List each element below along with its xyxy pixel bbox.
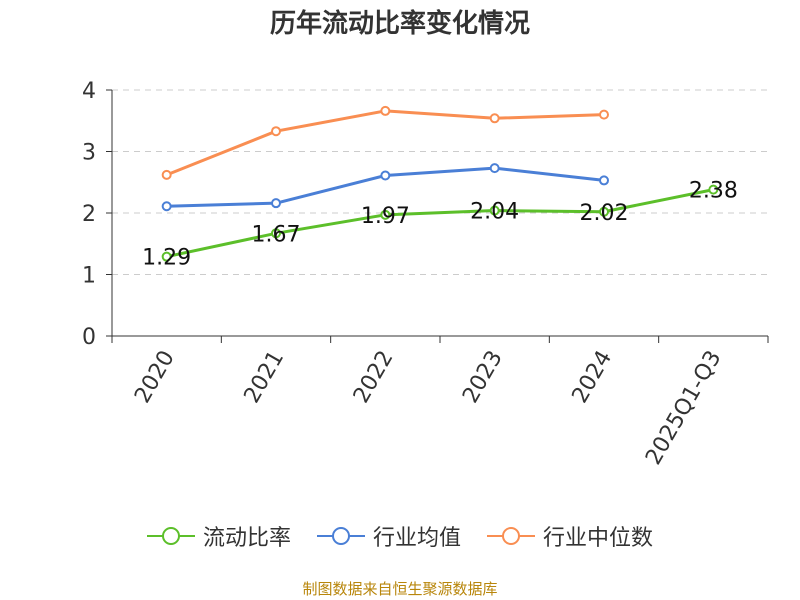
legend: 流动比率 行业均值 行业中位数 — [0, 520, 800, 552]
y-tick-label: 1 — [82, 264, 96, 289]
legend-marker-icon — [146, 527, 195, 545]
data-point — [161, 201, 172, 212]
data-point — [271, 228, 281, 239]
data-label: 1.97 — [361, 204, 410, 229]
data-point — [489, 205, 500, 216]
legend-circle — [502, 527, 520, 545]
data-label: 2.02 — [580, 201, 629, 226]
data-point — [489, 113, 500, 124]
legend-marker-icon — [487, 527, 535, 545]
y-tick-label: 3 — [82, 141, 96, 166]
source-note: 制图数据来自恒生聚源数据库 — [302, 580, 498, 598]
data-point — [489, 163, 500, 174]
data-point — [161, 169, 172, 180]
x-tick-label: 2020 — [130, 347, 180, 408]
legend-item-industry-mean[interactable]: 行业均值 — [316, 520, 461, 552]
legend-item-current-ratio[interactable]: 流动比率 — [146, 520, 291, 552]
data-point — [380, 170, 391, 181]
y-tick-label: 4 — [82, 79, 96, 104]
data-point — [271, 126, 281, 137]
series-line — [166, 109, 605, 177]
data-point — [599, 109, 609, 120]
data-point — [161, 251, 172, 262]
data-label: 1.67 — [252, 222, 301, 247]
x-tick-label: 2025Q1-Q3 — [641, 347, 726, 470]
x-tick-label: 2023 — [458, 346, 508, 407]
x-tick-label: 2024 — [568, 347, 618, 408]
series-line — [166, 188, 714, 259]
legend-label: 行业均值 — [372, 526, 461, 551]
chart-title: 历年流动比率变化情况 — [269, 9, 530, 39]
legend-label: 行业中位数 — [543, 526, 654, 551]
legend-circle — [331, 527, 350, 545]
data-labels: 1.29 1.67 1.97 2.04 2.02 2.38 — [142, 179, 738, 271]
legend-item-industry-median[interactable]: 行业中位数 — [487, 520, 653, 552]
data-point — [599, 175, 609, 186]
data-point — [708, 184, 719, 195]
series-lines — [161, 105, 719, 262]
data-point — [380, 209, 391, 220]
x-tick-label: 2022 — [349, 347, 399, 408]
data-label: 1.29 — [142, 246, 191, 271]
data-label: 2.38 — [689, 179, 738, 204]
legend-marker-icon — [316, 527, 365, 545]
data-point — [599, 206, 609, 217]
data-point — [380, 105, 391, 116]
legend-label: 流动比率 — [202, 526, 291, 551]
y-tick-label: 2 — [82, 202, 96, 227]
data-label: 2.04 — [470, 200, 519, 225]
legend-circle — [161, 527, 180, 545]
y-tick-label: 0 — [82, 325, 96, 350]
data-point — [271, 198, 281, 209]
x-tick-label: 2021 — [240, 347, 290, 408]
